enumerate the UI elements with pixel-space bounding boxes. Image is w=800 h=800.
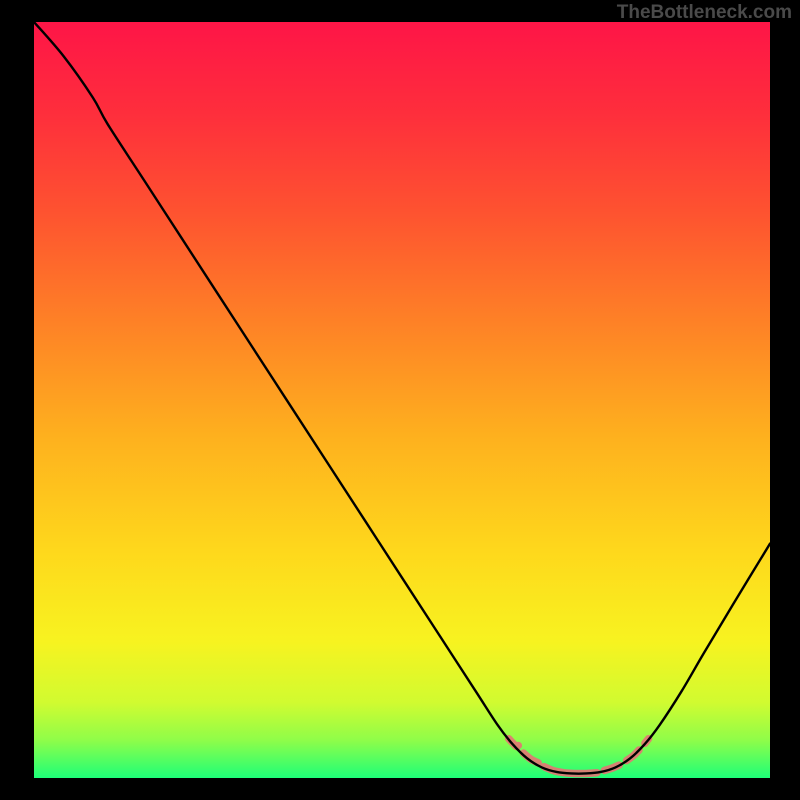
bottleneck-chart: [34, 22, 770, 778]
attribution-text: TheBottleneck.com: [617, 2, 792, 24]
gradient-background: [34, 22, 770, 778]
chart-svg: [34, 22, 770, 778]
